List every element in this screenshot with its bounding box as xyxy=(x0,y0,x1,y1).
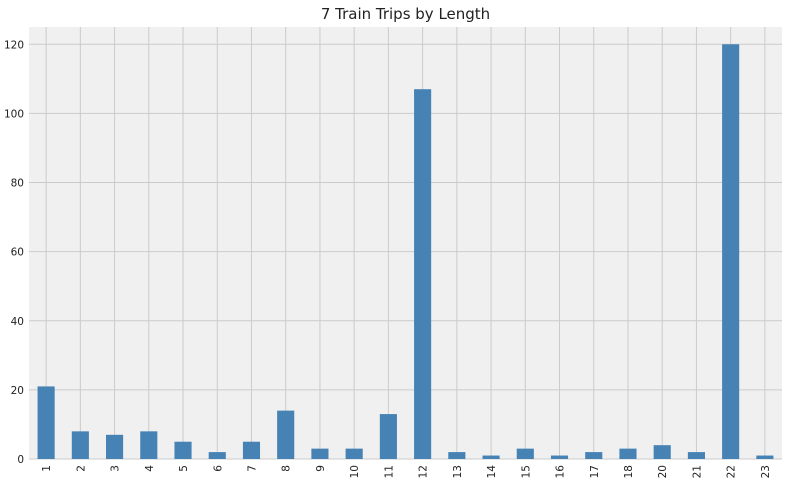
bar-7 xyxy=(242,441,261,459)
bar-16 xyxy=(550,455,569,459)
x-tick-label: 7 xyxy=(246,465,258,472)
x-tick-label: 22 xyxy=(726,465,738,478)
x-tick-label: 9 xyxy=(315,465,327,472)
bar-14 xyxy=(482,455,500,459)
x-axis-tick-labels: 1 2 3 4 5 6 7 8 9 10 11 12 13 14 15 16 17 18 20 21 22 23 xyxy=(41,465,772,479)
y-axis-tick-labels: 0 20 40 60 80 100 120 xyxy=(4,39,24,466)
bar-11 xyxy=(379,414,397,459)
x-tick-label: 12 xyxy=(418,465,430,478)
bar-23 xyxy=(756,455,774,459)
y-tick-label: 80 xyxy=(11,178,24,190)
x-tick-label: 14 xyxy=(486,465,498,479)
x-tick-label: 23 xyxy=(760,465,772,478)
bar-20 xyxy=(653,445,671,459)
bar-3 xyxy=(106,434,124,459)
bar-10 xyxy=(345,448,363,459)
x-tick-label: 8 xyxy=(281,465,293,472)
x-tick-label: 1 xyxy=(41,465,53,472)
x-tick-label: 10 xyxy=(349,465,361,478)
bar-13 xyxy=(448,452,466,459)
bar-9 xyxy=(311,448,329,459)
x-tick-label: 15 xyxy=(520,465,532,478)
bar-21 xyxy=(687,452,705,459)
chart-title: 7 Train Trips by Length xyxy=(321,5,490,23)
y-tick-label: 100 xyxy=(4,108,24,120)
x-tick-label: 18 xyxy=(623,465,635,478)
bar-5 xyxy=(174,441,192,459)
x-tick-label: 4 xyxy=(144,465,156,472)
y-tick-label: 20 xyxy=(11,385,24,397)
bar-6 xyxy=(208,452,226,459)
y-tick-label: 40 xyxy=(11,316,24,328)
x-tick-label: 2 xyxy=(75,465,87,472)
y-tick-label: 60 xyxy=(11,247,24,259)
bar-17 xyxy=(585,452,603,459)
bar-4 xyxy=(140,431,158,459)
y-tick-label: 120 xyxy=(4,39,24,51)
bar-1 xyxy=(37,386,55,459)
bar-18 xyxy=(619,448,637,459)
bar-2 xyxy=(71,431,89,459)
bar-12 xyxy=(414,89,432,459)
bar-22 xyxy=(722,44,740,459)
x-tick-label: 11 xyxy=(383,465,395,478)
x-tick-label: 5 xyxy=(178,465,190,472)
y-tick-label: 0 xyxy=(17,454,24,466)
x-tick-label: 20 xyxy=(657,465,669,478)
gridlines xyxy=(29,27,782,460)
bar-15 xyxy=(516,448,534,459)
x-tick-label: 3 xyxy=(110,465,122,472)
x-tick-label: 13 xyxy=(452,465,464,478)
x-tick-label: 16 xyxy=(555,465,567,479)
x-tick-label: 6 xyxy=(212,465,224,472)
x-tick-label: 21 xyxy=(691,465,703,478)
plot-area xyxy=(29,27,782,459)
bars xyxy=(37,44,774,459)
bar-8 xyxy=(277,410,295,459)
x-tick-label: 17 xyxy=(589,465,601,478)
